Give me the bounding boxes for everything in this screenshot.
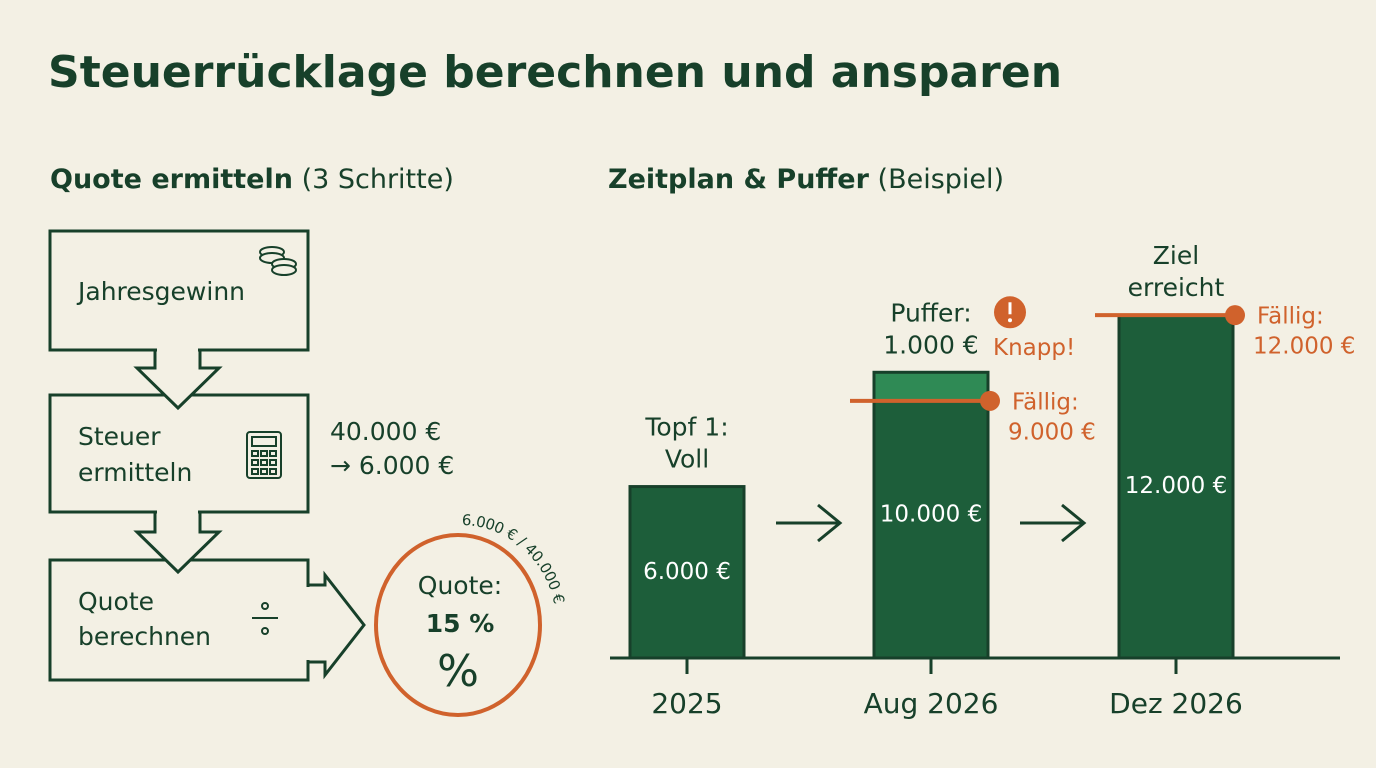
buffer-caption: Puffer: <box>890 298 971 327</box>
due-label: 9.000 € <box>1008 419 1096 445</box>
side-note: → 6.000 € <box>330 451 454 480</box>
due-caption: Fällig: <box>1012 389 1079 415</box>
x-label: 2025 <box>651 687 722 720</box>
bar-value-label: 12.000 € <box>1125 473 1227 499</box>
flow-arrow <box>306 570 366 680</box>
result-value: 15 % <box>426 609 495 638</box>
bar-segment <box>874 400 988 658</box>
calculator-icon <box>246 431 282 479</box>
warning-label: Knapp! <box>993 335 1075 361</box>
due-dot <box>980 390 1000 411</box>
section-title-main: Zeitplan & Puffer <box>608 164 870 195</box>
step-label: Steuer <box>78 422 161 451</box>
due-label: 12.000 € <box>1253 334 1355 360</box>
warning-mark <box>1008 302 1012 315</box>
warning-dot <box>1008 318 1012 323</box>
flow-arrow <box>133 510 223 575</box>
side-note: 40.000 € <box>330 417 441 446</box>
bar-value-label: 10.000 € <box>880 502 982 528</box>
timeline-chart: 6.000 € 2025 Topf 1: Voll 10.000 € Aug 2026 Pu… <box>628 241 1355 720</box>
section-note: (Beispiel) <box>878 164 1005 195</box>
bar <box>628 485 746 660</box>
buffer-label: 1.000 € <box>883 330 978 359</box>
coins-icon <box>259 246 297 276</box>
step-label: berechnen <box>78 622 211 651</box>
x-label: Aug 2026 <box>864 687 999 720</box>
flow-arrow <box>776 503 843 543</box>
percent-symbol: % <box>437 646 479 697</box>
flow: Jahresgewinn Steuer ermitteln Quote bere… <box>48 229 569 717</box>
bar-note: Voll <box>665 445 709 474</box>
result-circle <box>374 533 542 717</box>
bar-value-label: 6.000 € <box>643 559 731 585</box>
bar-note: Topf 1: <box>644 413 728 442</box>
x-label: Dez 2026 <box>1109 687 1243 720</box>
due-dot <box>1225 305 1245 326</box>
result-caption: Quote: <box>418 571 502 600</box>
step-label: Quote <box>78 587 154 616</box>
section-note: (3 Schritte) <box>302 164 454 195</box>
section-title: Quote ermitteln (3 Schritte) <box>50 164 454 195</box>
bar-note: Ziel <box>1153 241 1199 270</box>
bar-note: erreicht <box>1128 273 1225 302</box>
buffer-segment <box>874 372 988 401</box>
divide-icon <box>252 602 278 635</box>
flow-arrow <box>1020 503 1087 543</box>
step-label: Jahresgewinn <box>76 277 245 306</box>
section-title: Zeitplan & Puffer (Beispiel) <box>608 164 1004 195</box>
title: Steuerrücklage berechnen und ansparen <box>48 47 1062 98</box>
due-caption: Fällig: <box>1257 304 1324 330</box>
section-title-main: Quote ermitteln <box>50 164 293 195</box>
step-label: ermitteln <box>78 458 192 487</box>
flow-arrow <box>133 348 223 411</box>
